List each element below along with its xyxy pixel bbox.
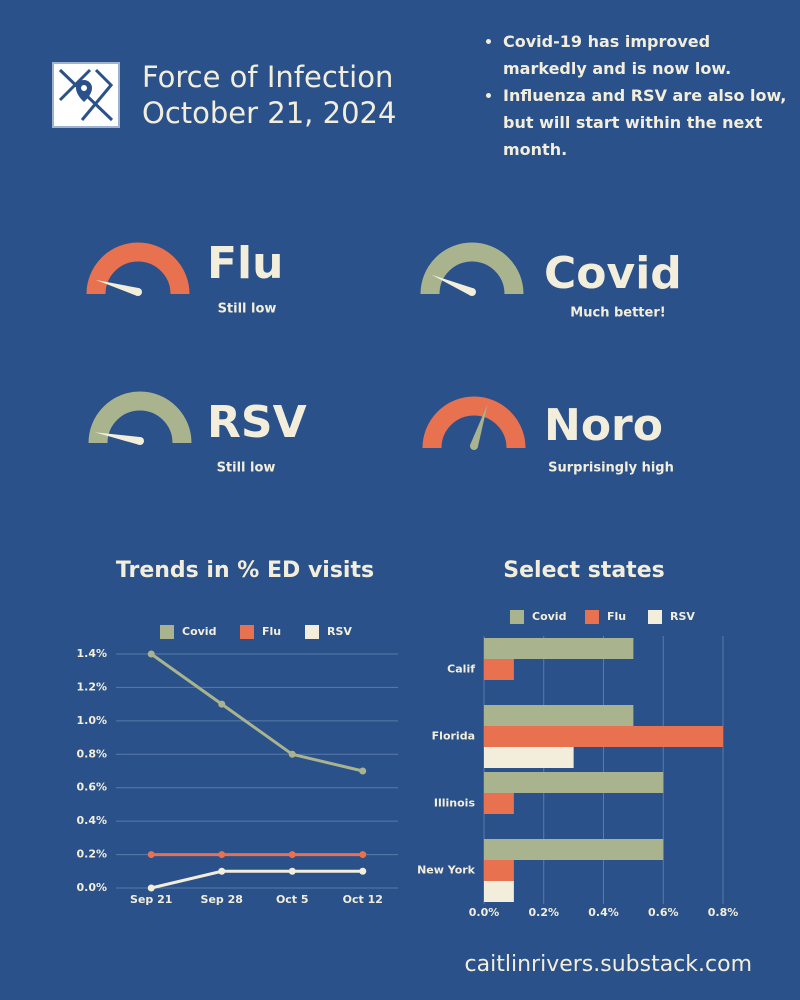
point bbox=[147, 650, 155, 658]
point bbox=[288, 851, 296, 859]
point bbox=[218, 700, 226, 708]
y-tick-label: Calif bbox=[447, 663, 475, 676]
line bbox=[150, 652, 364, 773]
legend-label: RSV bbox=[327, 625, 352, 638]
y-tick-label: 0.8% bbox=[76, 747, 107, 760]
legend-swatch bbox=[510, 610, 524, 624]
y-tick-label: Illinois bbox=[434, 797, 476, 810]
bar bbox=[484, 638, 634, 659]
bar bbox=[484, 726, 723, 747]
bar bbox=[484, 659, 514, 680]
x-tick-label: Oct 12 bbox=[343, 893, 383, 906]
gauge-note: Surprisingly high bbox=[548, 461, 674, 476]
point bbox=[359, 851, 367, 859]
gauge-label: Covid bbox=[544, 248, 682, 299]
x-tick-label: Sep 21 bbox=[130, 893, 172, 906]
legend-label: Covid bbox=[532, 610, 566, 623]
bar bbox=[484, 839, 664, 860]
y-tick-label: New York bbox=[417, 864, 476, 877]
point bbox=[359, 767, 367, 775]
legend-label: Flu bbox=[607, 610, 626, 623]
gauge: Flu Still low bbox=[86, 238, 283, 317]
x-tick-label: 0.0% bbox=[469, 906, 500, 919]
chart-title: Select states bbox=[503, 558, 664, 583]
y-tick-label: 0.6% bbox=[76, 781, 107, 794]
bullet: Influenza and RSV are also low, but will… bbox=[503, 82, 793, 163]
x-tick-label: 0.8% bbox=[708, 906, 739, 919]
bar bbox=[484, 747, 574, 768]
title: Force of Infection bbox=[142, 60, 393, 94]
x-tick-label: 0.4% bbox=[588, 906, 619, 919]
bar bbox=[484, 772, 664, 793]
legend-label: Covid bbox=[182, 625, 216, 638]
legend-swatch bbox=[160, 625, 174, 639]
gauge-note: Much better! bbox=[570, 306, 665, 321]
legend-swatch bbox=[648, 610, 662, 624]
logo-icon bbox=[52, 62, 120, 128]
gauge: Noro Surprisingly high bbox=[422, 396, 674, 476]
legend-swatch bbox=[305, 625, 319, 639]
bullet: Covid-19 has improved markedly and is no… bbox=[503, 28, 793, 82]
bar bbox=[484, 793, 514, 814]
y-tick-label: 0.2% bbox=[76, 848, 107, 861]
y-tick-label: 0.4% bbox=[76, 814, 107, 827]
bullet-list: Covid-19 has improved markedly and is no… bbox=[483, 28, 793, 163]
gauge-note: Still low bbox=[217, 461, 276, 476]
y-tick-label: 1.0% bbox=[76, 714, 107, 727]
point bbox=[218, 851, 226, 859]
date: October 21, 2024 bbox=[142, 96, 396, 130]
line bbox=[150, 869, 363, 890]
point bbox=[288, 750, 296, 758]
gauge-label: Flu bbox=[207, 238, 283, 289]
x-tick-label: 0.2% bbox=[528, 906, 559, 919]
point bbox=[218, 867, 226, 875]
legend-label: Flu bbox=[262, 625, 281, 638]
x-tick-label: Sep 28 bbox=[201, 893, 243, 906]
gauge-label: Noro bbox=[544, 400, 663, 451]
bar bbox=[484, 881, 514, 902]
point bbox=[288, 867, 296, 875]
gauge-label: RSV bbox=[207, 397, 307, 448]
point bbox=[147, 884, 155, 892]
y-tick-label: 1.4% bbox=[76, 647, 107, 660]
y-tick-label: Florida bbox=[432, 730, 475, 743]
gauge-note: Still low bbox=[218, 302, 277, 317]
y-tick-label: 0.0% bbox=[76, 881, 107, 894]
gauge: Covid Much better! bbox=[420, 242, 682, 321]
x-tick-label: Oct 5 bbox=[276, 893, 309, 906]
point bbox=[147, 851, 155, 859]
legend-swatch bbox=[585, 610, 599, 624]
point bbox=[359, 867, 367, 875]
x-tick-label: 0.6% bbox=[648, 906, 679, 919]
legend-label: RSV bbox=[670, 610, 695, 623]
gauge: RSV Still low bbox=[88, 391, 307, 476]
y-tick-label: 1.2% bbox=[76, 680, 107, 693]
footer: caitlinrivers.substack.com bbox=[465, 952, 752, 977]
legend-swatch bbox=[240, 625, 254, 639]
bar bbox=[484, 705, 634, 726]
chart-title: Trends in % ED visits bbox=[116, 558, 374, 583]
bar bbox=[484, 860, 514, 881]
